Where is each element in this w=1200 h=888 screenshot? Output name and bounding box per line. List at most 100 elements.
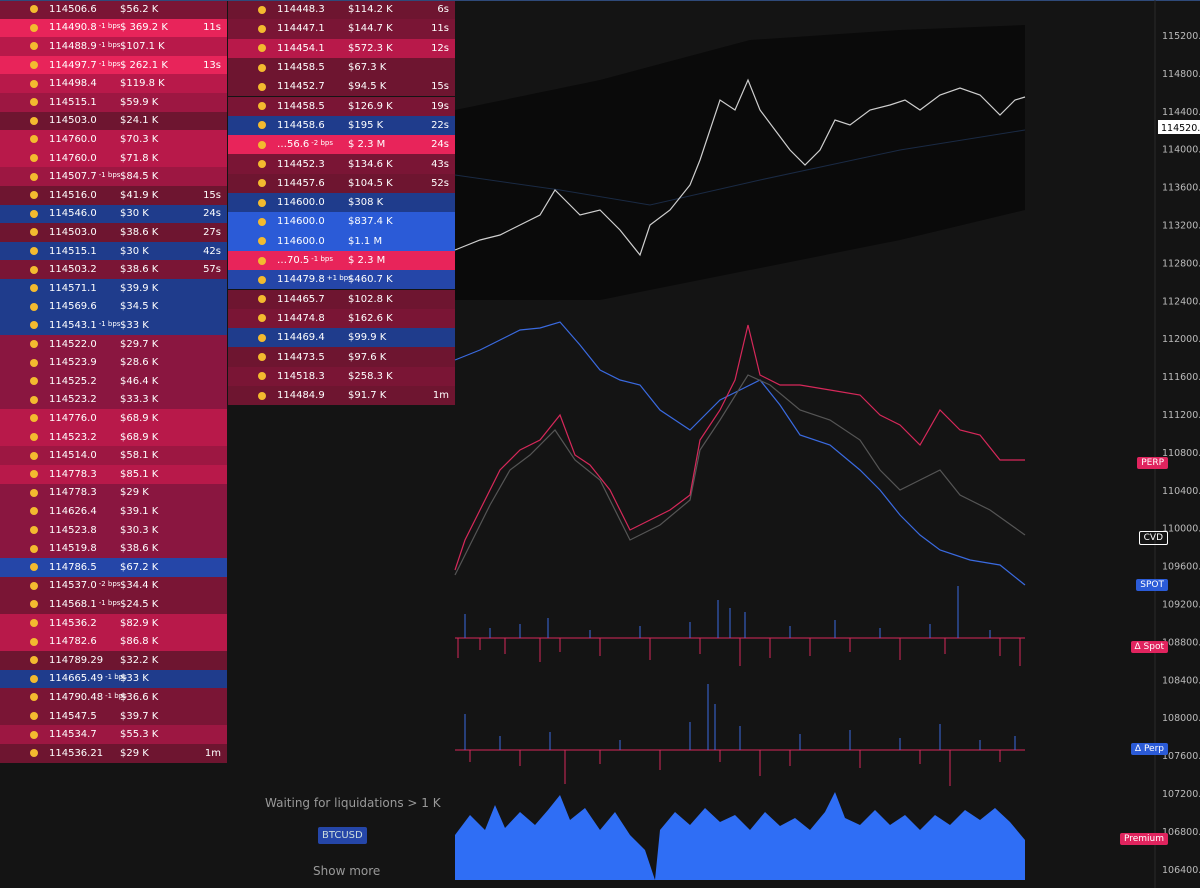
price: 114523.9 <box>49 357 97 369</box>
amount: $308 K <box>348 197 384 209</box>
exchange-icon <box>30 395 38 404</box>
amount: $38.6 K <box>120 264 159 276</box>
feed-row: 114516.0 $41.9 K 15s <box>0 186 227 205</box>
feed-row: 114600.0 $308 K <box>228 193 455 213</box>
amount: $119.8 K <box>120 78 165 90</box>
bps: -1 bps <box>105 673 127 682</box>
price-tick: 112000.0 <box>1162 334 1200 345</box>
feed-row: 114515.1 $30 K 42s <box>0 241 227 261</box>
price: 114457.6 <box>277 177 325 189</box>
age: 42s <box>203 245 221 257</box>
amount: $67.3 K <box>348 62 387 74</box>
amount: $30 K <box>120 208 149 220</box>
amount: $30 K <box>120 245 149 257</box>
price-tick: 109200.0 <box>1162 600 1200 611</box>
price: 114458.5 <box>277 100 325 112</box>
exchange-icon <box>258 5 266 14</box>
exchange-icon <box>258 333 266 342</box>
exchange-icon <box>30 600 38 609</box>
age: 6s <box>437 4 449 16</box>
feed-row: 114600.0 $1.1 M <box>228 231 455 251</box>
ma-line <box>454 129 1026 206</box>
price: 114503.0 <box>49 115 97 127</box>
price: 114778.3 <box>49 487 97 499</box>
price-tick: 111600.0 <box>1162 372 1200 383</box>
amount: $258.3 K <box>348 370 393 382</box>
show-more[interactable]: Show more <box>313 864 381 878</box>
feed-row: 114447.1 $144.7 K 11s <box>228 19 455 39</box>
exchange-icon <box>30 42 38 51</box>
feed-row: 114569.6 $34.5 K <box>0 297 227 317</box>
price: 114523.8 <box>49 524 97 536</box>
price-tick: 110800.0 <box>1162 448 1200 459</box>
age: 22s <box>431 119 449 131</box>
exchange-icon <box>30 451 38 460</box>
amount: $34.4 K <box>120 580 159 592</box>
feed-row: 114571.1 $39.9 K <box>0 279 227 298</box>
price-tick: 115200.0 <box>1162 31 1200 42</box>
price: 114789.29 <box>49 654 104 666</box>
feed-row: 114790.48 -1 bps $36.6 K <box>0 688 227 707</box>
exchange-icon <box>30 526 38 535</box>
price: 114776.0 <box>49 412 97 424</box>
exchange-icon <box>30 488 38 497</box>
series-badge: Δ Spot <box>1130 641 1168 653</box>
exchange-icon <box>30 340 38 349</box>
age: 24s <box>203 208 221 220</box>
feed-row: 114760.0 $71.8 K <box>0 148 227 168</box>
price: 114503.0 <box>49 226 97 238</box>
amount: $85.1 K <box>120 468 159 480</box>
amount: $28.6 K <box>120 357 159 369</box>
age: 43s <box>431 158 449 170</box>
amount: $24.1 K <box>120 115 159 127</box>
price-tick: 111200.0 <box>1162 410 1200 421</box>
exchange-icon <box>258 217 266 226</box>
feed-row: 114514.0 $58.1 K <box>0 446 227 465</box>
price: 114514.0 <box>49 450 97 462</box>
price: 114536.21 <box>49 747 104 759</box>
exchange-icon <box>30 414 38 423</box>
amount: $39.1 K <box>120 505 159 517</box>
exchange-icon <box>258 121 266 130</box>
feed-row: 114490.8 -1 bps $ 369.2 K 11s <box>0 18 227 38</box>
feed-row: 114469.4 $99.9 K <box>228 328 455 348</box>
exchange-icon <box>30 172 38 181</box>
feed-row: 114626.4 $39.1 K <box>0 502 227 521</box>
symbol-chip[interactable]: BTCUSD <box>318 827 367 844</box>
exchange-icon <box>30 116 38 125</box>
exchange-icon <box>258 179 266 188</box>
exchange-icon <box>30 135 38 144</box>
amount: $59.9 K <box>120 96 159 108</box>
series-badge: SPOT <box>1136 579 1168 591</box>
exchange-icon <box>30 433 38 442</box>
exchange-icon <box>30 284 38 293</box>
price-tick: 110000.0 <box>1162 524 1200 535</box>
exchange-icon <box>30 749 38 758</box>
feed-row: 114457.6 $104.5 K 52s <box>228 173 455 193</box>
price-tick: 107200.0 <box>1162 789 1200 800</box>
amount: $97.6 K <box>348 351 387 363</box>
price: 114523.2 <box>49 394 97 406</box>
exchange-icon <box>258 24 266 33</box>
price-tick: 110400.0 <box>1162 486 1200 497</box>
price-tick: 108800.0 <box>1162 637 1200 648</box>
price: 114534.7 <box>49 729 97 741</box>
amount: $29 K <box>120 487 149 499</box>
price: 114452.7 <box>277 81 325 93</box>
price-tick: 112400.0 <box>1162 296 1200 307</box>
exchange-icon <box>30 730 38 739</box>
spot-delta-bars <box>464 586 991 638</box>
amount: $38.6 K <box>120 226 159 238</box>
feed-row: 114506.6 $56.2 K <box>0 0 227 19</box>
feed-row: 114518.3 $258.3 K <box>228 366 455 386</box>
exchange-icon <box>258 353 266 362</box>
amount: $460.7 K <box>348 274 393 286</box>
amount: $86.8 K <box>120 636 159 648</box>
series-badge: Premium <box>1119 833 1168 845</box>
price: 114454.1 <box>277 42 325 54</box>
bps: +1 bps <box>326 274 352 283</box>
exchange-icon <box>30 321 38 330</box>
feed-row: 114523.2 $68.9 K <box>0 427 227 447</box>
exchange-icon <box>258 102 266 111</box>
